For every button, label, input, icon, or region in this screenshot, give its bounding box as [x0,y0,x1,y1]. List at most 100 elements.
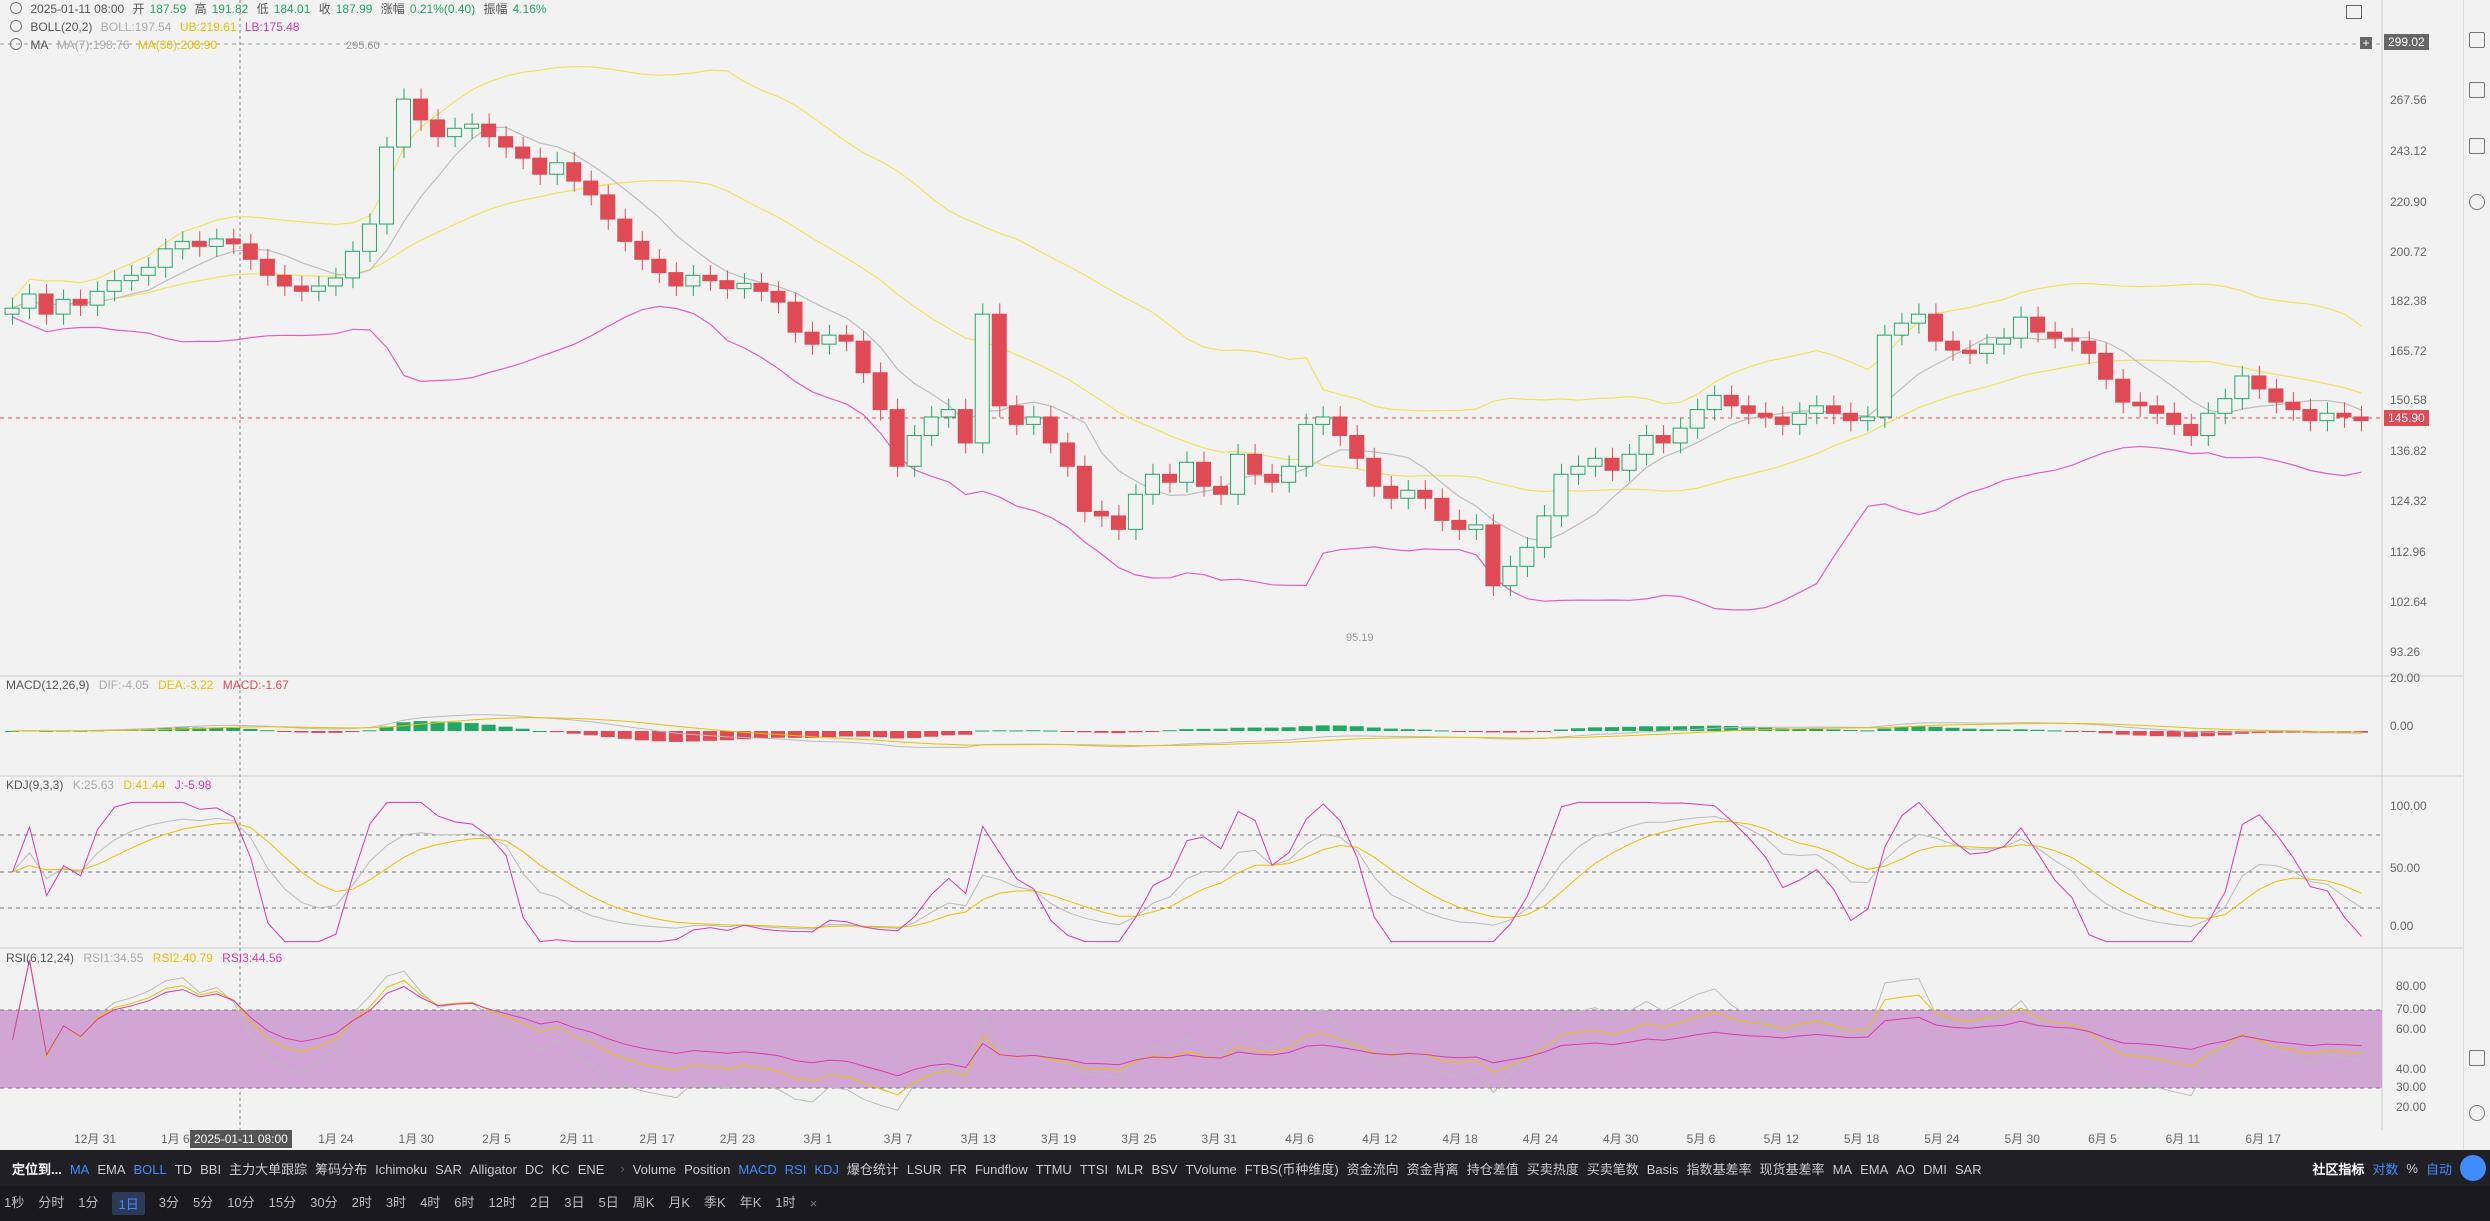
candle-body [1723,394,1739,407]
timeframe-16[interactable]: 5日 [598,1195,619,1210]
main-indicator-12[interactable]: ENE [577,1161,605,1177]
timeframe-19[interactable]: 季K [704,1195,726,1210]
timeframe-0[interactable]: 1秒 [4,1195,25,1210]
sub-indicator-25[interactable]: AO [1896,1161,1916,1177]
candle-body [532,157,548,175]
main-indicator-11[interactable]: KC [551,1161,570,1177]
timeframe-4[interactable]: 3分 [158,1195,179,1210]
macd-bar [1519,731,1534,733]
add-alert-icon[interactable]: + [2360,37,2372,49]
sub-indicator-8[interactable]: Fundflow [974,1161,1028,1177]
sub-indicator-1[interactable]: Position [684,1161,731,1177]
main-indicator-0[interactable]: MA [69,1161,90,1177]
chart-area[interactable]: 267.56 243.12 220.90 200.72 182.38 165.72 150.… [0,0,2464,1150]
macd-bar [2115,731,2130,735]
main-indicator-6[interactable]: 筹码分布 [315,1161,368,1177]
collapse-icon[interactable] [10,2,22,14]
macd-bar [260,730,275,732]
layout-icon[interactable] [2469,1050,2485,1066]
sub-indicator-17[interactable]: 持仓差值 [1466,1161,1519,1177]
low-value: 184.01 [273,2,311,16]
macd-bar [924,731,939,737]
sub-indicator-27[interactable]: SAR [1954,1161,1982,1177]
ma-legend[interactable]: MA MA(7):198.76 MA(30):208.90 [10,37,222,53]
sub-indicator-20[interactable]: Basis [1646,1161,1679,1177]
sub-indicator-9[interactable]: TTMU [1035,1161,1072,1177]
sub-indicator-7[interactable]: FR [949,1161,967,1177]
indicator-icon[interactable] [2469,138,2485,154]
sub-indicator-22[interactable]: 现货基差率 [1759,1161,1825,1177]
draw-tool-icon[interactable] [2469,32,2485,48]
sub-indicator-3[interactable]: RSI [784,1161,807,1177]
sub-indicator-23[interactable]: MA [1832,1161,1853,1177]
sub-indicator-16[interactable]: 资金背离 [1406,1161,1459,1177]
timeframe-2[interactable]: 1分 [78,1195,99,1210]
sub-indicator-4[interactable]: KDJ [814,1161,839,1177]
date-axis-label: 5月 6 [1687,1132,1716,1146]
timeframe-5[interactable]: 5分 [192,1195,214,1210]
candle-body [940,409,956,418]
sub-indicator-11[interactable]: MLR [1115,1161,1144,1177]
main-indicator-1[interactable]: EMA [97,1161,126,1177]
sub-indicator-13[interactable]: TVolume [1185,1161,1237,1177]
community-indicators-button[interactable]: 社区指标 [2312,1161,2365,1177]
timeframe-15[interactable]: 3日 [564,1195,585,1210]
timeframe-14[interactable]: 2日 [530,1195,551,1210]
sub-indicator-24[interactable]: EMA [1860,1161,1889,1177]
macd-bar [1332,725,1347,731]
log-scale-button[interactable]: 对数 [2372,1161,2399,1177]
sub-indicator-26[interactable]: DMI [1923,1161,1947,1177]
help-icon[interactable] [2469,1105,2485,1121]
kdj-legend[interactable]: KDJ(9,3,3) K:25.63 D:41.44 J:-5.98 [6,778,217,792]
main-indicator-3[interactable]: TD [174,1161,193,1177]
timeframe-6[interactable]: 10分 [227,1195,255,1210]
timeframe-1[interactable]: 分时 [38,1195,65,1210]
sub-indicator-14[interactable]: FTBS(币种维度) [1244,1161,1339,1177]
visibility-icon[interactable] [10,20,22,32]
locate-button[interactable]: 定位到... [12,1161,62,1177]
trend-line-icon[interactable] [2469,82,2485,98]
close-icon[interactable]: × [809,1196,818,1211]
panda-avatar-icon[interactable] [2460,1155,2486,1181]
sub-indicator-18[interactable]: 买卖热度 [1526,1161,1579,1177]
boll-legend[interactable]: BOLL(20,2) BOLL:197.54 UB:219.61 LB:175.… [10,19,305,35]
timeframe-8[interactable]: 30分 [310,1195,338,1210]
sub-indicator-15[interactable]: 资金流向 [1346,1161,1399,1177]
sub-indicator-0[interactable]: Volume [632,1161,677,1177]
sub-indicator-10[interactable]: TTSI [1079,1161,1108,1177]
timeframe-20[interactable]: 年K [739,1195,762,1210]
timeframe-18[interactable]: 月K [668,1195,691,1210]
chevron-right-icon[interactable]: › [620,1160,625,1176]
main-indicator-2[interactable]: BOLL [133,1161,167,1177]
percent-scale-button[interactable]: % [2406,1160,2418,1176]
sub-indicator-5[interactable]: 爆仓统计 [846,1161,899,1177]
main-indicator-7[interactable]: Ichimoku [375,1161,428,1177]
sub-indicator-12[interactable]: BSV [1151,1161,1178,1177]
timeframe-11[interactable]: 4时 [420,1195,441,1210]
settings-icon[interactable] [2469,194,2485,210]
auto-scale-button[interactable]: 自动 [2425,1161,2452,1177]
sub-indicator-21[interactable]: 指数基差率 [1686,1161,1752,1177]
main-indicator-4[interactable]: BBI [200,1161,222,1177]
main-indicator-5[interactable]: 主力大单跟踪 [229,1161,308,1177]
fullscreen-icon[interactable] [2346,5,2362,19]
timeframe-17[interactable]: 周K [632,1195,655,1210]
main-indicator-10[interactable]: DC [524,1161,544,1177]
timeframe-9[interactable]: 2时 [351,1195,372,1210]
sub-indicator-6[interactable]: LSUR [906,1161,942,1177]
main-indicator-8[interactable]: SAR [435,1161,462,1177]
macd-bar [1656,726,1671,731]
visibility-icon[interactable] [10,38,22,50]
sub-indicator-19[interactable]: 买卖笔数 [1586,1161,1639,1177]
timeframe-3[interactable]: 1日 [112,1192,145,1215]
macd-legend[interactable]: MACD(12,26,9) DIF:-4.05 DEA:-3.22 MACD:-… [6,678,295,692]
timeframe-7[interactable]: 15分 [268,1195,297,1210]
timeframe-12[interactable]: 6时 [454,1195,475,1210]
main-indicator-9[interactable]: Alligator [469,1161,517,1177]
timeframe-13[interactable]: 12时 [488,1195,516,1210]
sub-indicator-2[interactable]: MACD [738,1161,777,1177]
rsi-legend[interactable]: RSI(6,12,24) RSI1:34.55 RSI2:40.79 RSI3:… [6,951,288,965]
timeframe-10[interactable]: 3时 [385,1195,407,1210]
timeframe-21[interactable]: 1时 [775,1195,796,1210]
candle-body [208,238,224,247]
